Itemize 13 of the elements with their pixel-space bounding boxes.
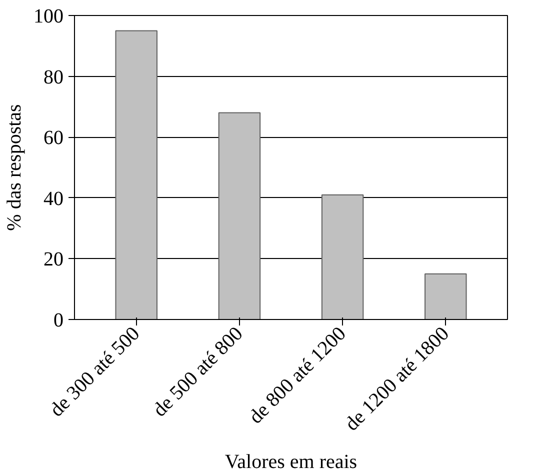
y-tick-label: 100 [34, 6, 64, 28]
x-axis-title: Valores em reais [224, 451, 358, 474]
bar [115, 30, 158, 320]
bar [218, 112, 261, 320]
y-tick-label: 40 [44, 188, 64, 210]
bar [424, 273, 467, 320]
y-tick-label: 20 [44, 248, 64, 271]
y-tick-label: 60 [44, 127, 64, 150]
x-tick-label: de 500 até 800 [148, 322, 248, 422]
bar [321, 194, 364, 320]
y-tick-label: 80 [44, 66, 64, 88]
y-axis-title: % das respostas [4, 104, 26, 231]
y-tick-label: 0 [54, 310, 64, 332]
